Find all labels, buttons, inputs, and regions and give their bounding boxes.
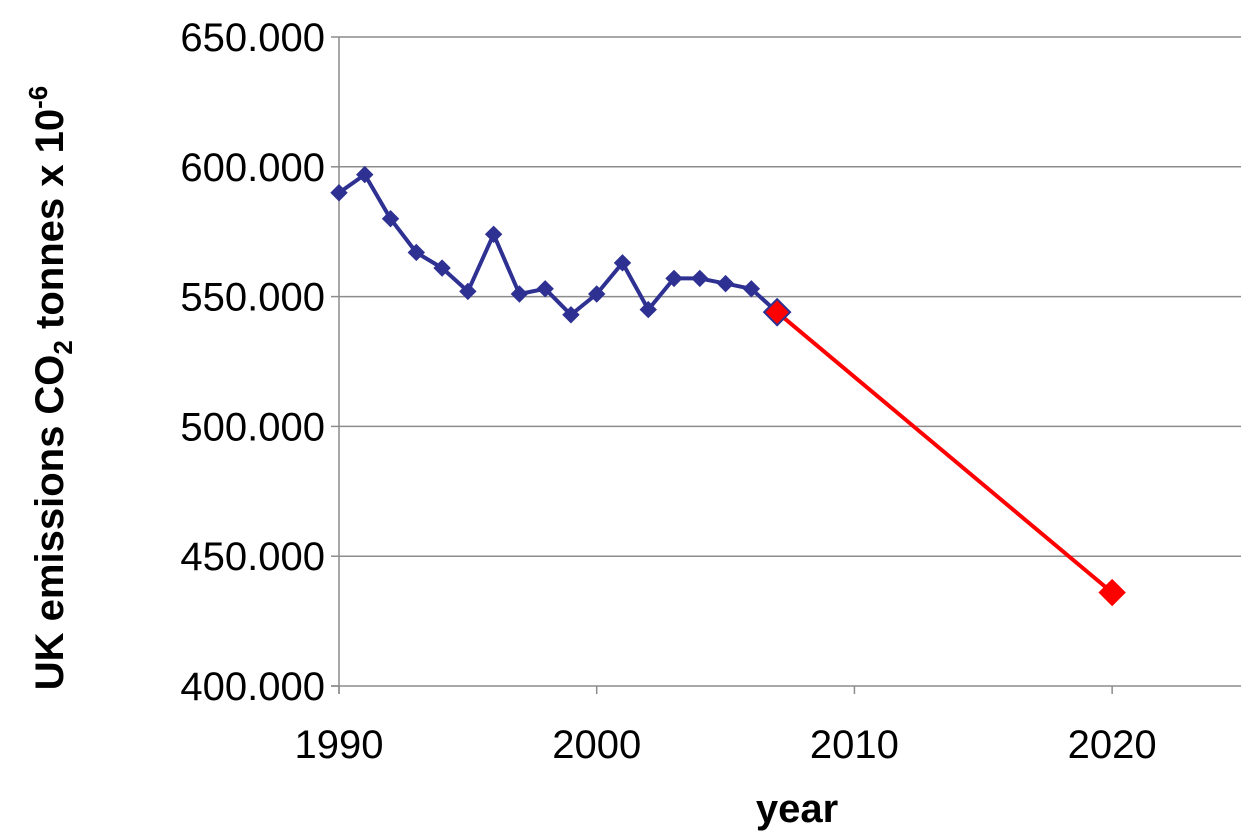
y-axis-title-superscript: -6: [23, 86, 53, 109]
data-point-marker: [330, 184, 348, 202]
data-point-marker: [536, 280, 554, 298]
data-point-marker: [381, 210, 400, 228]
y-axis-title-rest: tonnes x 10: [28, 109, 72, 340]
data-point-marker: [407, 243, 426, 262]
data-point-marker: [762, 297, 792, 327]
data-point-marker: [356, 165, 374, 184]
x-tick-labels: 1990 2000 2010 2020: [295, 723, 1157, 767]
x-tick-label: 2000: [552, 723, 641, 767]
y-axis-title: UK emissions CO2 tonnes x 10-6: [23, 86, 78, 690]
data-point-marker: [665, 269, 683, 288]
data-point-marker: [562, 306, 580, 324]
series-line: [337, 172, 779, 317]
x-tick-label: 1990: [295, 723, 384, 767]
series: [330, 165, 1126, 607]
data-point-marker: [716, 274, 735, 293]
y-tick-label: 450.000: [180, 535, 325, 579]
data-point-marker: [691, 269, 709, 288]
y-tick-label: 600.000: [180, 146, 325, 190]
tick-marks: [331, 36, 1113, 694]
series-historical: [330, 165, 786, 324]
y-tick-label: 650.000: [180, 16, 325, 60]
data-point-marker: [1098, 578, 1126, 607]
series-line: [775, 310, 1114, 595]
data-point-marker: [588, 285, 606, 303]
gridlines: [339, 36, 1241, 557]
series-target: [762, 297, 1126, 607]
y-tick-label: 400.000: [180, 665, 325, 709]
data-point-marker: [510, 285, 529, 303]
data-point-marker: [433, 259, 451, 277]
axes: [331, 37, 1241, 694]
data-point-marker: [742, 280, 761, 298]
data-point-marker: [639, 300, 657, 319]
x-axis-title: year: [756, 787, 838, 831]
y-tick-labels: 400.000 450.000 500.000 550.000 600.000 650.0…: [180, 16, 325, 709]
y-tick-label: 550.000: [180, 276, 325, 320]
data-point-marker: [613, 254, 632, 272]
data-point-marker: [484, 225, 503, 244]
x-tick-label: 2010: [810, 723, 899, 767]
data-point-marker: [459, 282, 477, 301]
y-axis-title-main: UK emissions CO: [28, 355, 72, 691]
y-axis-title-subscript: 2: [48, 340, 78, 354]
x-tick-label: 2020: [1068, 723, 1157, 767]
y-tick-label: 500.000: [180, 405, 325, 449]
